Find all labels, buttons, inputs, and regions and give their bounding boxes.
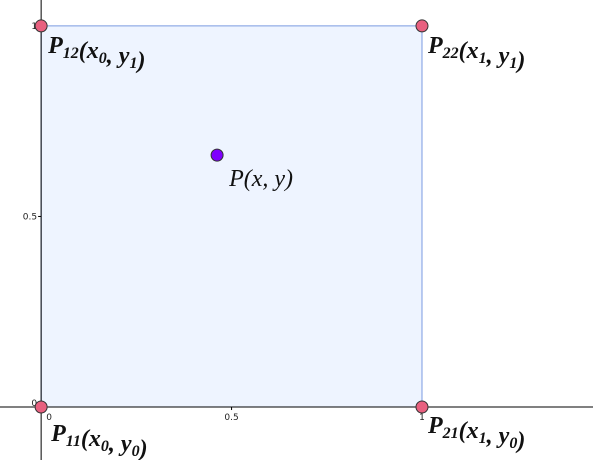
square	[40, 25, 423, 408]
label-text: , y	[486, 43, 510, 69]
label-text: )	[138, 436, 148, 460]
label-text: )	[515, 48, 525, 74]
subscript: 1	[509, 55, 517, 72]
label-text: (x	[459, 38, 479, 64]
label-text: P	[47, 33, 63, 59]
point	[34, 19, 48, 33]
point-label: P22(x1, y1)	[427, 33, 525, 74]
point	[34, 400, 48, 414]
label-text: P	[50, 421, 66, 447]
subscript: 0	[101, 438, 109, 455]
subscript: 21	[442, 425, 459, 442]
label-text: (x	[79, 38, 99, 64]
label-text: P(x, y)	[228, 166, 293, 192]
x-tick-label: 1	[419, 413, 425, 423]
subscript: 1	[129, 55, 137, 72]
label-text: , y	[108, 431, 132, 457]
subscript: 11	[66, 433, 81, 450]
point-label: P11(x0, y0)	[50, 421, 147, 460]
subscript: 1	[479, 50, 487, 67]
subscript: 12	[63, 45, 79, 62]
point	[415, 19, 429, 33]
label-text: )	[515, 428, 525, 454]
subscript: 0	[509, 435, 517, 452]
point	[415, 400, 429, 414]
subscript: 0	[99, 50, 107, 67]
label-text: (x	[81, 426, 101, 452]
y-tick-label: 1	[31, 22, 37, 32]
x-tick-label: 0	[46, 413, 52, 423]
y-tick-label: 0	[31, 399, 37, 409]
label-text: , y	[106, 43, 130, 69]
label-text: P	[427, 413, 443, 439]
subscript: 0	[132, 443, 140, 460]
label-text: , y	[486, 423, 510, 449]
subscript: 22	[442, 45, 459, 62]
x-tick-label: 0.5	[224, 413, 238, 423]
label-text: P	[427, 33, 443, 59]
point-label: P21(x1, y0)	[427, 413, 525, 454]
subscript: 1	[479, 430, 487, 447]
label-text: )	[135, 48, 145, 74]
point-label: P12(x0, y1)	[47, 33, 145, 74]
label-text: (x	[459, 418, 479, 444]
point	[210, 148, 224, 162]
point-label: P(x, y)	[228, 166, 293, 192]
y-tick-label: 0.5	[23, 212, 37, 222]
